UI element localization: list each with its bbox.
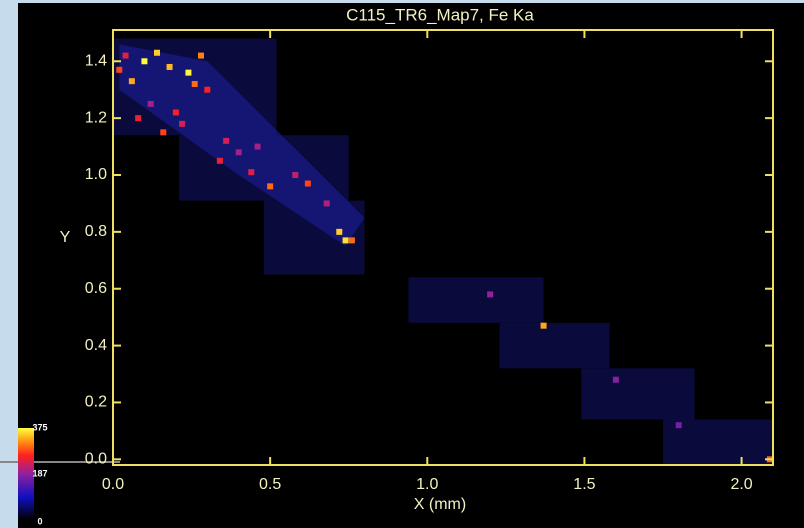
hot-pixel: [292, 172, 299, 178]
hot-pixel: [348, 237, 355, 244]
hot-pixel: [612, 376, 619, 383]
hot-pixel: [254, 143, 261, 150]
hot-pixel: [160, 129, 167, 136]
hot-pixel: [128, 78, 135, 85]
x-axis-label: X (mm): [414, 496, 466, 513]
y-tick-label: 1.2: [85, 109, 107, 126]
hot-pixel: [267, 183, 274, 190]
y-tick-label: 0.0: [85, 451, 107, 468]
chart-title: C115_TR6_Map7, Fe Ka: [346, 5, 534, 24]
hot-pixel: [172, 109, 179, 116]
hot-pixel: [540, 322, 547, 329]
x-tick-label: 0.5: [259, 476, 281, 493]
scan-region: [581, 368, 695, 420]
colorbar: [18, 428, 34, 520]
y-tick-label: 1.0: [85, 166, 107, 183]
hot-pixel: [179, 120, 186, 127]
hot-pixel: [141, 58, 148, 65]
hot-pixel: [116, 66, 123, 73]
hot-pixel: [166, 63, 173, 70]
x-tick-label: 2.0: [730, 476, 752, 493]
scan-region: [499, 322, 610, 369]
colorbar-label: 375: [32, 422, 47, 432]
y-tick-label: 0.6: [85, 280, 107, 297]
hot-pixel: [235, 149, 242, 156]
colorbar-label: 0: [37, 516, 42, 526]
hot-pixel: [304, 180, 311, 187]
y-axis-label: Y: [60, 229, 71, 246]
y-tick-label: 0.2: [85, 394, 107, 411]
hot-pixel: [336, 228, 343, 235]
hot-pixel: [185, 69, 192, 76]
hot-pixel: [154, 49, 160, 56]
side-strip: [0, 0, 18, 528]
hot-pixel: [135, 115, 142, 122]
plot-frame: [112, 29, 774, 466]
top-strip: [0, 0, 804, 3]
colorbar-label: 187: [32, 468, 47, 478]
hot-pixel: [342, 237, 349, 244]
hot-pixel: [487, 291, 494, 298]
hot-pixel: [204, 86, 211, 93]
x-tick-label: 1.0: [416, 476, 438, 493]
scan-region: [408, 277, 544, 323]
hot-pixel: [675, 422, 682, 429]
y-tick-label: 0.4: [85, 337, 107, 354]
hot-pixel: [323, 200, 330, 207]
y-tick-label: 1.4: [85, 52, 107, 69]
hot-pixel: [147, 100, 154, 107]
y-tick-label: 0.8: [85, 223, 107, 240]
hot-pixel: [216, 157, 223, 164]
hot-pixel: [191, 81, 198, 88]
hot-pixel: [248, 169, 255, 176]
hot-pixel: [198, 52, 204, 59]
hot-pixel: [122, 52, 129, 59]
x-tick-label: 0.0: [102, 476, 124, 493]
signal-streak: [119, 44, 365, 247]
hot-pixel: [223, 137, 230, 144]
x-tick-label: 1.5: [573, 476, 595, 493]
